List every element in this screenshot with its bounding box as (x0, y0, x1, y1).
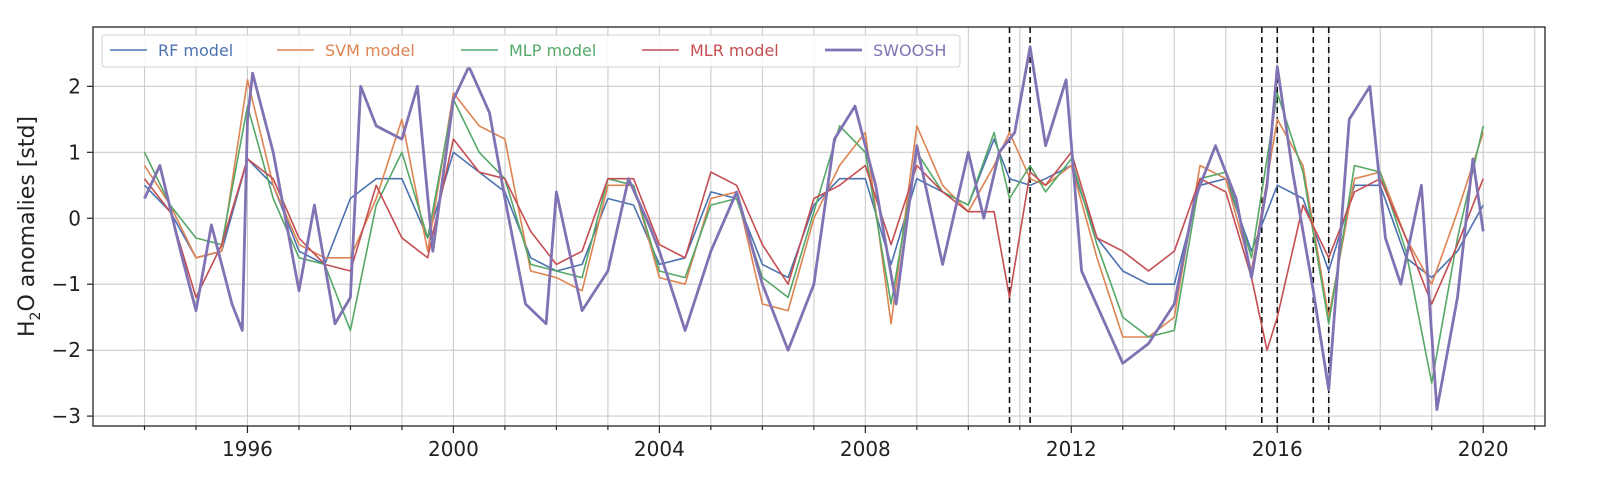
series-line-mlp-model (143, 92, 1484, 384)
plot-frame (92, 26, 1546, 427)
y-tick-label: −3 (52, 404, 81, 428)
series-lines (143, 45, 1485, 411)
legend-label: RF model (158, 41, 233, 60)
y-tick-label: −1 (52, 272, 81, 296)
event-lines (1008, 27, 1330, 426)
axis-ticks: 1996 2000 2004 2008 2012 2016 2020 −3 −2 −1 0 1 2 (52, 74, 1536, 461)
legend: RF model SVM model MLP model MLR model SWOOS… (101, 34, 961, 68)
legend-label: SWOOSH (873, 41, 946, 60)
series-line-mlr-model (143, 138, 1484, 351)
x-tick-label: 2016 (1252, 437, 1303, 461)
y-tick-label: 1 (68, 140, 81, 164)
x-tick-label: 2008 (840, 437, 891, 461)
y-axis-label: H2O anomalies [std] (15, 116, 44, 337)
x-tick-label: 2012 (1046, 437, 1097, 461)
legend-label: MLP model (509, 41, 596, 60)
y-tick-label: 2 (68, 74, 81, 98)
legend-label: MLR model (690, 41, 779, 60)
y-tick-label: −2 (52, 338, 81, 362)
x-tick-label: 2000 (428, 437, 479, 461)
x-tick-label: 2020 (1458, 437, 1509, 461)
series-line-swoosh (143, 45, 1485, 411)
legend-box (101, 34, 961, 68)
legend-label: SVM model (325, 41, 415, 60)
y-tick-label: 0 (68, 206, 81, 230)
x-tick-label: 1996 (222, 437, 273, 461)
x-tick-label: 2004 (634, 437, 685, 461)
